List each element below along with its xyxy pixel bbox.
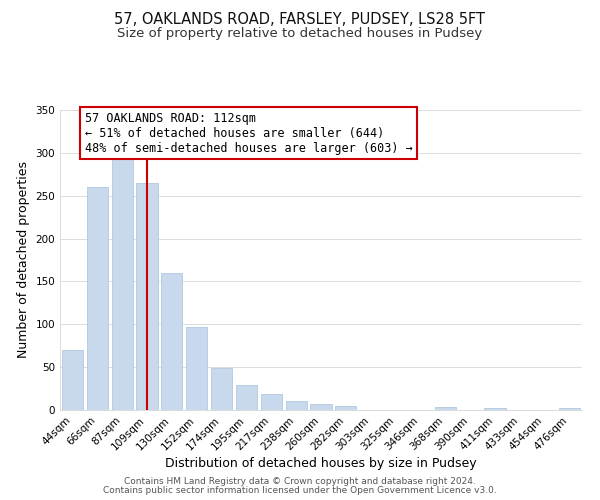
Bar (335, 406, 356, 410)
Y-axis label: Number of detached properties: Number of detached properties (17, 162, 30, 358)
Text: 57, OAKLANDS ROAD, FARSLEY, PUDSEY, LS28 5FT: 57, OAKLANDS ROAD, FARSLEY, PUDSEY, LS28… (115, 12, 485, 28)
Bar (261, 394, 282, 410)
Text: Contains public sector information licensed under the Open Government Licence v3: Contains public sector information licen… (103, 486, 497, 495)
Bar (286, 402, 307, 410)
Bar (484, 408, 506, 410)
Bar (186, 327, 207, 410)
Text: Contains HM Land Registry data © Crown copyright and database right 2024.: Contains HM Land Registry data © Crown c… (124, 477, 476, 486)
Bar (435, 408, 456, 410)
Bar (310, 404, 332, 410)
Bar (236, 385, 257, 410)
Text: Size of property relative to detached houses in Pudsey: Size of property relative to detached ho… (118, 28, 482, 40)
Bar (161, 273, 182, 410)
X-axis label: Distribution of detached houses by size in Pudsey: Distribution of detached houses by size … (165, 458, 477, 470)
Bar (211, 368, 232, 410)
Bar (62, 350, 83, 410)
Bar (87, 187, 108, 410)
Bar (559, 408, 580, 410)
Text: 57 OAKLANDS ROAD: 112sqm
← 51% of detached houses are smaller (644)
48% of semi-: 57 OAKLANDS ROAD: 112sqm ← 51% of detach… (85, 112, 413, 154)
Bar (112, 159, 133, 410)
Bar (136, 183, 158, 410)
